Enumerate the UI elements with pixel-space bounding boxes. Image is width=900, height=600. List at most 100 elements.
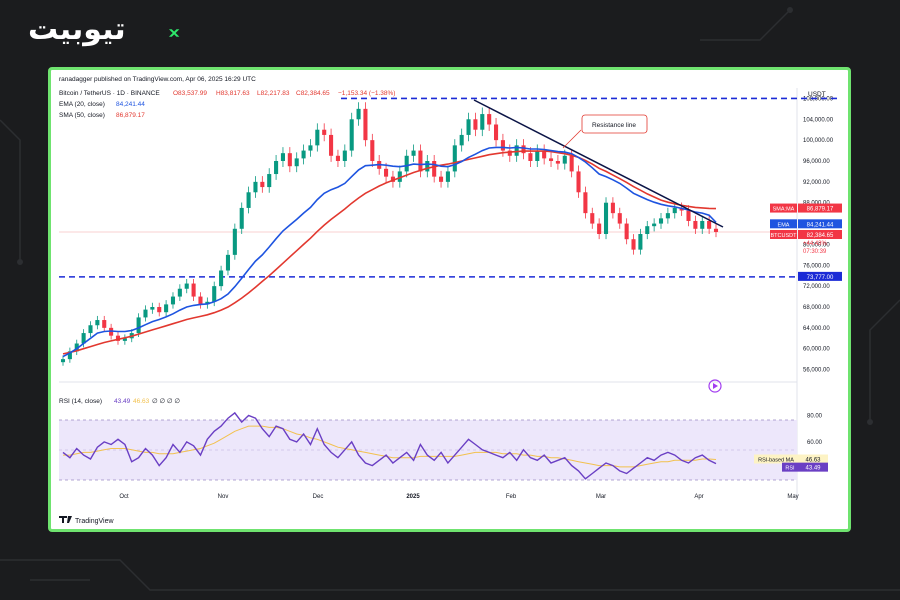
sma-line — [62, 150, 717, 355]
candle-body — [191, 283, 196, 297]
rsi-value: 43.49 — [805, 466, 821, 472]
candle-body — [301, 150, 306, 159]
candle-body — [67, 351, 72, 360]
candle-body — [452, 145, 457, 172]
btc-tag-label: BTCUSDT — [771, 233, 798, 239]
candle-body — [480, 114, 485, 130]
candle-body — [115, 335, 121, 341]
candle-body — [494, 124, 499, 141]
candle-body — [583, 192, 588, 214]
btc-tag-bg — [770, 229, 797, 239]
candle-body — [122, 338, 127, 341]
candle-body — [170, 296, 176, 305]
resistance-label: Resistance line — [592, 122, 636, 129]
candle-body — [432, 161, 437, 177]
candle-body — [569, 155, 574, 172]
candle-body — [184, 283, 189, 289]
candle-body — [232, 228, 237, 255]
ema-tag-label: EMA — [778, 222, 790, 228]
candle-body — [652, 223, 657, 227]
replay-icon[interactable] — [708, 379, 722, 393]
time-tick-label: 2025 — [406, 494, 420, 500]
candle-body — [562, 155, 567, 164]
publisher-text: ranadagger published on TradingView.com,… — [59, 76, 256, 83]
candle-body — [143, 309, 148, 318]
candle-body — [253, 181, 258, 193]
resistance-trendline — [473, 99, 724, 228]
candle-body — [521, 145, 526, 154]
price-tick-label: 108,000.00 — [803, 96, 834, 102]
candle-body — [102, 320, 107, 328]
candle-body — [713, 228, 719, 232]
rsi-tag-bg — [782, 462, 798, 472]
pct-change: +44.43% — [803, 241, 828, 247]
brand-logo-text: تیوبیت — [28, 12, 126, 47]
candle-body — [590, 213, 595, 224]
candle-body — [603, 202, 609, 234]
sma-value: 86,879.17 — [807, 207, 834, 213]
price-tick-label: 80,000.00 — [803, 242, 830, 248]
candle-body — [164, 304, 169, 313]
time-tick-label: Feb — [506, 494, 517, 500]
candle-body — [542, 150, 547, 159]
price-tick-label: 96,000.00 — [803, 159, 830, 165]
candle-body — [349, 119, 354, 151]
rsi-ma-value-bg — [798, 454, 828, 464]
candle-body — [610, 202, 615, 214]
candle-body — [88, 325, 93, 334]
ema-line — [62, 146, 717, 358]
time-tick-label: Dec — [313, 494, 324, 500]
rsi-ma-line — [63, 425, 717, 468]
ema-label: EMA (20, close) — [59, 101, 105, 108]
candle-body — [425, 161, 430, 172]
rsi-label: RSI (14, close) — [59, 398, 102, 405]
price-tick-label: 72,000.00 — [803, 284, 830, 290]
ema-value-bg — [798, 219, 842, 229]
candle-body — [370, 140, 375, 161]
rsi-ma-tag-label: RSI-based MA — [758, 458, 794, 464]
ohlc-high: H83,817.63 — [216, 90, 250, 97]
candle-body — [246, 192, 251, 208]
rsi-flags: ∅ ∅ ∅ ∅ — [152, 398, 180, 405]
rsi-tag-label: RSI — [785, 466, 795, 472]
ema-tag-bg — [770, 219, 797, 229]
price-chart[interactable]: ranadagger published on TradingView.com,… — [51, 70, 848, 529]
sma-value: 86,879.17 — [116, 112, 145, 119]
sma-value-bg — [798, 203, 842, 213]
candle-body — [212, 286, 217, 302]
rsi-line — [62, 411, 717, 480]
candle-body — [239, 207, 244, 229]
candle-body — [74, 343, 79, 352]
candle-body — [404, 155, 409, 172]
candle-body — [535, 150, 540, 161]
ohlc-close: C82,384.65 — [296, 90, 330, 97]
sma-tag-bg — [770, 203, 797, 213]
candle-body — [315, 129, 320, 146]
candle-body — [280, 153, 285, 161]
time-tick-label: Oct — [119, 494, 129, 500]
brand-logo-icon — [168, 29, 180, 37]
time-tick-label: Apr — [694, 494, 703, 500]
candle-body — [356, 108, 361, 120]
btc-value-bg — [798, 229, 842, 239]
rsi-ma-text: 46.63 — [133, 398, 150, 405]
candle-body — [624, 223, 629, 240]
candle-body — [198, 296, 203, 305]
price-tick-label: 60,000.00 — [803, 347, 830, 353]
rsi-tags: RSI-based MA 46.63 RSI 43.49 — [754, 454, 828, 472]
candle-body — [439, 176, 444, 182]
price-tick-label: 64,000.00 — [803, 326, 830, 332]
candle-timer: 07:30:39 — [803, 249, 827, 255]
candle-body — [445, 171, 450, 182]
candle-body — [294, 158, 299, 167]
candle-body — [329, 134, 334, 156]
candle-body — [576, 171, 581, 193]
resistance-pointer — [562, 129, 582, 149]
replay-play-icon — [713, 383, 718, 389]
ohlc-change: −1,153.34 (−1.38%) — [338, 90, 395, 97]
candle-body — [397, 171, 402, 182]
candle-body — [473, 119, 478, 130]
support-value: 73,777.00 — [807, 275, 834, 281]
candles — [60, 102, 719, 366]
candle-body — [500, 140, 505, 151]
